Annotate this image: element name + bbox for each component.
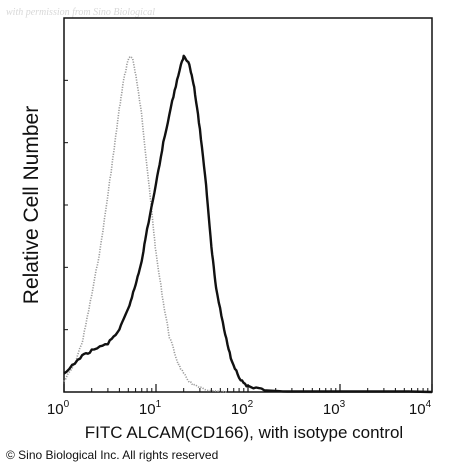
x-tick-label: 102 xyxy=(231,399,254,418)
x-tick-label: 100 xyxy=(47,399,70,418)
isotype-control-curve xyxy=(63,56,228,393)
series-layer xyxy=(63,54,433,394)
x-tick-label: 101 xyxy=(139,399,162,418)
plot-frame xyxy=(63,17,433,393)
x-axis-ticks: 100 101 102 103 104 xyxy=(47,17,433,418)
alcam-curve xyxy=(63,54,433,394)
x-tick-label: 104 xyxy=(409,399,432,418)
watermark-text: with permission from Sino Biological xyxy=(6,7,155,18)
x-axis-label: FITC ALCAM(CD166), with isotype control xyxy=(85,423,403,442)
copyright-text: © Sino Biological Inc. All rights reserv… xyxy=(6,448,218,462)
x-tick-label: 103 xyxy=(323,399,346,418)
y-axis-label: Relative Cell Number xyxy=(20,106,43,304)
